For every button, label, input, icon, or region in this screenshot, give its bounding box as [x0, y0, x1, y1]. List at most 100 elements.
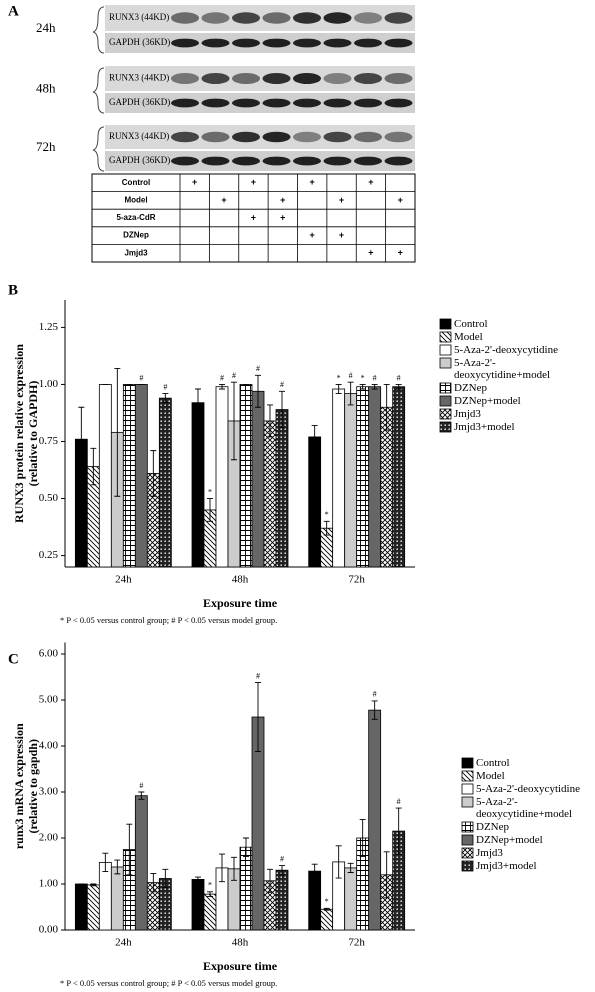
blot-band	[323, 156, 352, 166]
bar	[356, 386, 370, 568]
y-axis-label: (relative to GAPDH)	[26, 381, 40, 487]
y-tick-label: 0.75	[39, 435, 59, 447]
legend-text-box: Model	[454, 331, 483, 343]
error-bar	[126, 823, 133, 876]
blot-band	[262, 73, 291, 84]
bar	[380, 406, 394, 568]
row-label: Jmjd3	[124, 248, 148, 257]
error-bar	[323, 520, 330, 536]
blot-band	[323, 38, 352, 48]
error-bar	[102, 852, 109, 873]
error-bar	[138, 791, 145, 800]
blot-band	[293, 98, 321, 108]
bar	[158, 397, 172, 568]
table-cell: +	[310, 230, 315, 240]
footnote: * P < 0.05 versus control group; # P < 0…	[60, 615, 277, 625]
blot-label: GAPDH (36KD)	[109, 155, 170, 165]
panel-letter: B	[8, 282, 18, 298]
bar	[239, 846, 253, 931]
blot-band	[354, 12, 382, 24]
significance-marker: *	[361, 373, 365, 382]
bar	[275, 409, 289, 568]
legend-swatch	[461, 821, 474, 833]
blot-band	[262, 12, 291, 24]
bar	[191, 402, 205, 568]
footnote: * P < 0.05 versus control group; # P < 0…	[60, 978, 277, 988]
y-tick-label: 2.00	[39, 832, 59, 844]
x-tick-label: 48h	[232, 574, 249, 586]
brace	[92, 6, 105, 54]
error-bar	[335, 845, 342, 879]
significance-marker: *	[325, 897, 329, 906]
significance-marker: #	[220, 373, 224, 382]
table-cell: +	[398, 248, 403, 258]
table-cell: +	[310, 177, 315, 187]
error-bar	[267, 868, 273, 893]
x-tick-label: 72h	[348, 574, 365, 586]
bar	[251, 390, 265, 568]
error-bar	[359, 819, 366, 857]
blot-band	[171, 12, 199, 24]
significance-marker: #	[163, 382, 167, 391]
significance-marker: #	[373, 373, 377, 382]
legend-label: DZNep	[454, 382, 487, 394]
y-axis-label: (relative to gapdh)	[26, 739, 40, 833]
significance-marker: #	[397, 373, 401, 382]
significance-marker: #	[256, 671, 260, 680]
legend-text-box: DZNep+model	[476, 834, 543, 846]
bar	[308, 870, 322, 931]
y-tick-label: 5.00	[39, 694, 59, 706]
error-bar	[359, 383, 366, 390]
error-bar	[195, 876, 201, 883]
y-axis-label: runx3 mRNA expression	[12, 723, 26, 849]
blot-band	[201, 73, 230, 84]
legend-text-box: 5-Aza-2'-deoxycytidine+model	[476, 796, 572, 820]
table-cell: +	[398, 195, 403, 205]
legend-text-box: Jmjd3+model	[454, 421, 515, 433]
legend-label: Jmjd3	[476, 847, 503, 859]
panel-letter: A	[8, 3, 19, 19]
y-tick-label: 1.25	[39, 321, 59, 333]
table-cell: +	[368, 177, 373, 187]
legend-swatch	[439, 318, 452, 330]
blot-band	[232, 98, 260, 108]
blot-band	[293, 73, 321, 84]
error-bar	[371, 383, 378, 390]
brace	[92, 67, 105, 114]
error-bar	[395, 807, 402, 855]
legend-label: Model	[454, 331, 483, 343]
y-tick-label: 0.50	[39, 492, 59, 504]
bar	[392, 386, 406, 568]
error-bar	[207, 891, 213, 897]
x-tick-label: 24h	[115, 937, 132, 949]
blot-band	[384, 38, 413, 48]
blot-band	[354, 98, 382, 108]
significance-marker: #	[232, 371, 236, 380]
blot-band	[293, 38, 321, 48]
error-bar	[335, 383, 342, 395]
blot-label: RUNX3 (44KD)	[109, 73, 169, 83]
legend-label: DZNep+model	[454, 395, 521, 407]
error-bar	[219, 853, 225, 883]
error-bar	[207, 498, 213, 522]
legend-swatch	[461, 796, 474, 808]
blot-label: RUNX3 (44KD)	[109, 131, 169, 141]
significance-marker: #	[256, 364, 260, 373]
bar	[191, 879, 205, 931]
blot-band	[201, 156, 230, 166]
blot-band	[171, 73, 199, 84]
blot-band	[201, 12, 230, 24]
blot-label: GAPDH (36KD)	[109, 37, 170, 47]
blot-band	[171, 38, 199, 48]
blot-band	[384, 98, 413, 108]
legend-text-box: Jmjd3	[476, 847, 503, 859]
legend-swatch	[461, 783, 474, 795]
significance-marker: #	[280, 380, 284, 389]
bar	[203, 893, 217, 931]
legend-label: 5-Aza-2'-deoxycytidine	[476, 783, 580, 795]
x-tick-label: 24h	[115, 574, 132, 586]
x-tick-label: 72h	[348, 937, 365, 949]
legend-label: Control	[476, 757, 510, 769]
row-label: 5-aza-CdR	[116, 213, 155, 222]
y-tick-label: 1.00	[39, 878, 59, 890]
